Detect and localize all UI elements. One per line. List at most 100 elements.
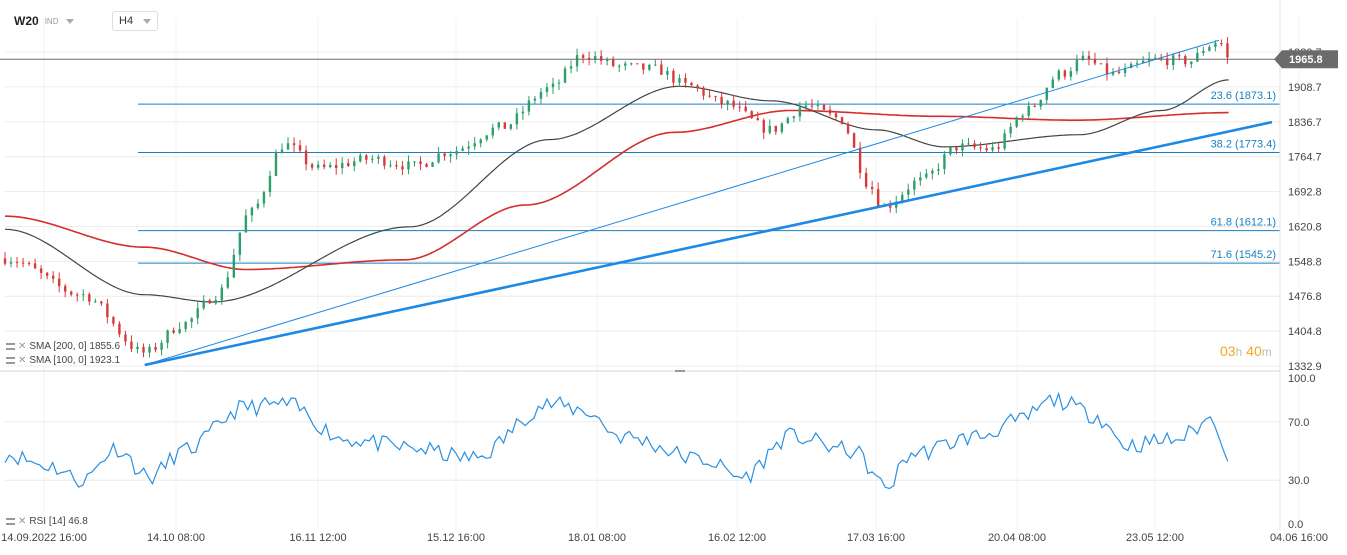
candle-down bbox=[365, 155, 368, 160]
candle-up bbox=[1003, 133, 1006, 149]
candle-up bbox=[533, 98, 537, 101]
symbol-label[interactable]: W20 bbox=[14, 14, 39, 28]
candle-up bbox=[479, 139, 482, 144]
rsi-label: RSI [14] 46.8 bbox=[29, 516, 88, 527]
candle-down bbox=[154, 346, 157, 350]
candle-down bbox=[876, 189, 880, 207]
candle-up bbox=[1123, 68, 1127, 74]
timeframe-select[interactable]: H4 bbox=[112, 11, 159, 31]
menu-icon[interactable] bbox=[6, 518, 15, 525]
candle-up bbox=[232, 254, 236, 278]
candle-down bbox=[822, 104, 826, 110]
candle-down bbox=[76, 294, 79, 296]
current-price-label: 1965.8 bbox=[1289, 54, 1323, 66]
candle-down bbox=[1063, 70, 1067, 77]
candle-down bbox=[1093, 59, 1097, 64]
close-icon[interactable]: ✕ bbox=[18, 341, 27, 352]
menu-icon[interactable] bbox=[6, 357, 15, 364]
candle-down bbox=[979, 147, 982, 149]
sma200-label: SMA [200, 0] 1855.6 bbox=[29, 341, 121, 352]
legend-sma100[interactable]: ✕ SMA [100, 0] 1923.1 bbox=[6, 355, 120, 366]
candle-down bbox=[1105, 63, 1109, 75]
candle-up bbox=[919, 177, 922, 181]
fib-label: 38.2 (1773.4) bbox=[1211, 138, 1276, 150]
candle-down bbox=[696, 85, 699, 88]
candle-down bbox=[985, 148, 988, 151]
candle-down bbox=[27, 262, 31, 264]
candle-up bbox=[136, 346, 139, 350]
price-tick-label: 1476.8 bbox=[1288, 291, 1322, 303]
candle-up bbox=[630, 63, 633, 65]
candle-down bbox=[702, 87, 705, 96]
candle-down bbox=[118, 323, 121, 335]
candle-up bbox=[551, 83, 555, 88]
candle-up bbox=[931, 170, 934, 174]
candle-up bbox=[515, 113, 519, 125]
candle-up bbox=[413, 161, 416, 163]
candle-up bbox=[527, 100, 531, 112]
fib-label: 71.6 (1545.2) bbox=[1211, 249, 1276, 261]
candle-down bbox=[690, 82, 693, 86]
candle-up bbox=[1190, 61, 1193, 65]
candle-down bbox=[852, 133, 856, 148]
candle-down bbox=[762, 120, 765, 133]
candle-down bbox=[599, 56, 603, 61]
price-tick-label: 1908.7 bbox=[1288, 82, 1322, 94]
timer-hours: 03 bbox=[1220, 343, 1236, 359]
timer-m-unit: m bbox=[1261, 345, 1272, 359]
chevron-down-icon[interactable] bbox=[66, 18, 75, 24]
legend-sma200[interactable]: ✕ SMA [200, 0] 1855.6 bbox=[6, 341, 120, 352]
time-tick-label: 16.11 12:00 bbox=[289, 532, 346, 544]
candle-down bbox=[15, 262, 19, 264]
candle-up bbox=[148, 346, 151, 353]
sma200-line bbox=[5, 109, 1229, 271]
candle-up bbox=[238, 232, 242, 255]
candle-down bbox=[1226, 43, 1229, 58]
candle-up bbox=[82, 294, 85, 296]
candle-down bbox=[64, 286, 67, 292]
candle-up bbox=[575, 55, 579, 67]
time-tick-label: 14.09.2022 16:00 bbox=[1, 532, 87, 544]
candle-down bbox=[1166, 58, 1169, 66]
candle-down bbox=[684, 78, 687, 83]
rsi-tick-label: 70.0 bbox=[1288, 417, 1309, 429]
candle-down bbox=[45, 272, 49, 276]
candle-up bbox=[967, 143, 970, 145]
candle-up bbox=[539, 91, 543, 99]
candle-down bbox=[828, 109, 832, 114]
candle-up bbox=[244, 215, 248, 233]
sma100-line bbox=[5, 79, 1229, 303]
trendline bbox=[144, 120, 1273, 367]
candle-up bbox=[1057, 70, 1061, 80]
candle-down bbox=[672, 70, 675, 83]
candle-up bbox=[461, 148, 464, 151]
candle-up bbox=[202, 300, 205, 309]
close-icon[interactable]: ✕ bbox=[18, 516, 27, 527]
candle-down bbox=[1220, 43, 1223, 45]
time-tick-label: 15.12 16:00 bbox=[427, 532, 485, 544]
candle-down bbox=[419, 161, 422, 164]
candle-up bbox=[485, 135, 488, 140]
candle-up bbox=[341, 163, 344, 169]
candle-up bbox=[949, 147, 952, 155]
sma100-label: SMA [100, 0] 1923.1 bbox=[29, 355, 121, 366]
candle-up bbox=[1015, 117, 1018, 127]
time-tick-label: 23.05 12:00 bbox=[1126, 532, 1184, 544]
close-icon[interactable]: ✕ bbox=[18, 355, 27, 366]
candle-up bbox=[268, 175, 272, 193]
candle-up bbox=[190, 318, 193, 322]
candle-up bbox=[1009, 126, 1012, 134]
fib-levels: 23.6 (1873.1) 38.2 (1773.4) 61.8 (1612.1) 7… bbox=[138, 90, 1280, 264]
menu-icon[interactable] bbox=[6, 343, 15, 350]
candle-down bbox=[581, 55, 585, 58]
candle-up bbox=[431, 162, 434, 167]
candle-down bbox=[846, 124, 850, 134]
candle-up bbox=[256, 203, 260, 208]
fib-label: 61.8 (1612.1) bbox=[1211, 217, 1276, 229]
candle-up bbox=[792, 116, 796, 118]
rsi-tick-label: 100.0 bbox=[1288, 373, 1316, 385]
candles bbox=[3, 37, 1229, 358]
candle-down bbox=[395, 165, 398, 167]
legend-rsi[interactable]: ✕ RSI [14] 46.8 bbox=[6, 516, 88, 527]
